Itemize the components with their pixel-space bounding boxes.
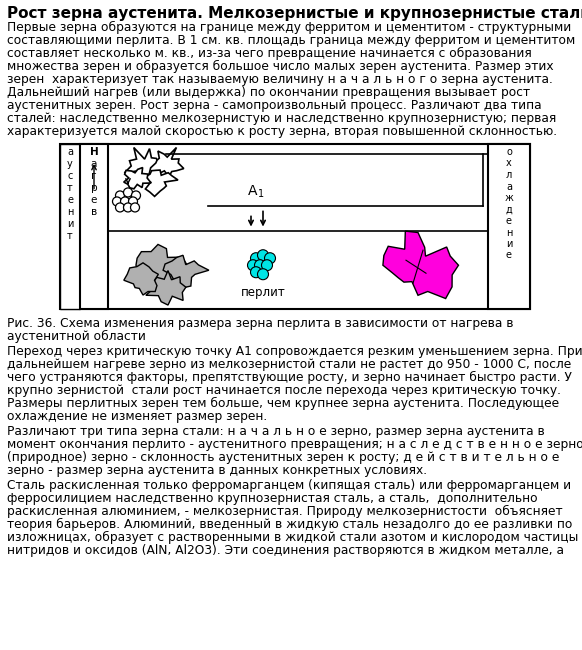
Text: зерно - размер зерна аустенита в данных конкретных условиях.: зерно - размер зерна аустенита в данных … [7, 464, 427, 477]
Text: Сталь раскисленная только ферромарганцем (кипящая сталь) или ферромарганцем и: Сталь раскисленная только ферромарганцем… [7, 479, 571, 492]
Polygon shape [149, 148, 184, 177]
Text: Первые зерна образуются на границе между ферритом и цементитом - структурными: Первые зерна образуются на границе между… [7, 21, 572, 34]
Text: Рост зерна аустенита. Мелкозернистые и крупнозернистые стали.: Рост зерна аустенита. Мелкозернистые и к… [7, 6, 582, 21]
Circle shape [257, 250, 268, 261]
Text: е: е [67, 195, 73, 205]
Circle shape [120, 197, 130, 206]
Text: Дальнейший нагрев (или выдержка) по окончании превращения вызывает рост: Дальнейший нагрев (или выдержка) по окон… [7, 86, 530, 99]
Text: Переход через критическую точку А1 сопровождается резким уменьшением зерна. При: Переход через критическую точку А1 сопро… [7, 345, 582, 358]
Text: раскисленная алюминием, - мелкозернистая. Природу мелкозернистости  объясняет: раскисленная алюминием, - мелкозернистая… [7, 505, 563, 518]
Text: Рис. 36. Схема изменения размера зерна перлита в зависимости от нагрева в: Рис. 36. Схема изменения размера зерна п… [7, 317, 513, 330]
Circle shape [132, 191, 140, 200]
Text: Размеры перлитных зерен тем больше, чем крупнее зерна аустенита. Последующее: Размеры перлитных зерен тем больше, чем … [7, 397, 559, 410]
Text: а: а [67, 147, 73, 157]
Text: е: е [506, 216, 512, 226]
Text: а: а [506, 181, 512, 192]
Text: г: г [91, 171, 97, 181]
Circle shape [254, 260, 265, 270]
Text: н: н [506, 227, 512, 237]
Text: составляет несколько м. кв., из-за чего превращение начинается с образования: составляет несколько м. кв., из-за чего … [7, 47, 532, 60]
Text: е: е [91, 195, 97, 205]
Text: 1: 1 [258, 189, 264, 200]
Text: момент окончания перлито - аустенитного превращения; н а с л е д с т в е н н о е: момент окончания перлито - аустенитного … [7, 438, 582, 451]
Circle shape [123, 188, 133, 197]
Circle shape [115, 191, 125, 200]
Text: перлит: перлит [240, 286, 285, 299]
Circle shape [264, 253, 275, 264]
Bar [488, 144, 530, 309]
Text: изложницах, образует с растворенными в жидкой стали азотом и кислородом частицы: изложницах, образует с растворенными в ж… [7, 531, 579, 544]
Text: н: н [67, 207, 73, 217]
Bar [60, 144, 530, 309]
Text: множества зерен и образуется большое число малых зерен аустенита. Размер этих: множества зерен и образуется большое чис… [7, 60, 553, 73]
Text: аустенитных зерен. Рост зерна - самопроизвольный процесс. Различают два типа: аустенитных зерен. Рост зерна - самопрои… [7, 99, 542, 112]
Text: т: т [67, 183, 73, 193]
Text: нитридов и оксидов (АlN, Аl2O3). Эти соединения растворяются в жидком металле, а: нитридов и оксидов (АlN, Аl2O3). Эти сое… [7, 544, 564, 557]
Text: и: и [506, 239, 512, 249]
Circle shape [123, 203, 133, 212]
Text: т: т [67, 231, 73, 241]
Circle shape [250, 266, 261, 278]
Text: чего устраняются факторы, препятствующие росту, и зерно начинает быстро расти. У: чего устраняются факторы, препятствующие… [7, 371, 572, 384]
Circle shape [261, 260, 272, 270]
Text: Различают три типа зерна стали: н а ч а л ь н о е зерно, размер зерна аустенита : Различают три типа зерна стали: н а ч а … [7, 425, 545, 438]
Circle shape [130, 203, 140, 212]
Text: с: с [68, 171, 73, 181]
Circle shape [129, 197, 137, 206]
Circle shape [257, 268, 268, 280]
Circle shape [115, 203, 125, 212]
Text: е: е [506, 250, 512, 261]
Bar [80, 144, 108, 309]
Bar [60, 144, 80, 309]
Polygon shape [124, 168, 151, 189]
Text: х: х [506, 159, 512, 168]
Text: и: и [67, 219, 73, 229]
Text: сталей: наследственно мелкозернистую и наследственно крупнозернистую; первая: сталей: наследственно мелкозернистую и н… [7, 112, 556, 125]
Text: Н: Н [90, 147, 98, 157]
Text: ферросилицием наследственно крупнозернистая сталь, а сталь,  дополнительно: ферросилицием наследственно крупнозернис… [7, 492, 538, 505]
Polygon shape [136, 244, 187, 287]
Text: характеризуется малой скоростью к росту зерна, вторая повышенной склонностью.: характеризуется малой скоростью к росту … [7, 125, 557, 138]
Polygon shape [383, 231, 459, 298]
Polygon shape [124, 263, 158, 295]
Polygon shape [125, 148, 170, 185]
Text: о: о [506, 147, 512, 157]
Text: д: д [506, 205, 512, 214]
Text: зерен  характеризует так называемую величину н а ч а л ь н о г о зерна аустенита: зерен характеризует так называемую велич… [7, 73, 553, 86]
Text: аустенитной области: аустенитной области [7, 330, 146, 343]
Text: охлаждение не изменяет размер зерен.: охлаждение не изменяет размер зерен. [7, 410, 267, 423]
Circle shape [250, 253, 261, 264]
Text: ж: ж [505, 193, 513, 203]
Polygon shape [146, 170, 178, 196]
Circle shape [247, 260, 258, 270]
Polygon shape [163, 255, 209, 288]
Text: А: А [248, 185, 257, 198]
Text: л: л [506, 170, 512, 180]
Circle shape [112, 197, 122, 206]
Text: крупно зернистой  стали рост начинается после перехода через критическую точку.: крупно зернистой стали рост начинается п… [7, 384, 561, 397]
Text: дальнейшем нагреве зерно из мелкозернистой стали не растет до 950 - 1000 С, посл: дальнейшем нагреве зерно из мелкозернист… [7, 358, 572, 371]
Text: в: в [91, 207, 97, 217]
Text: у: у [67, 159, 73, 169]
Text: а: а [91, 159, 97, 169]
Text: р: р [91, 183, 97, 193]
Text: (природное) зерно - склонность аустенитных зерен к росту; д е й с т в и т е л ь : (природное) зерно - склонность аустенитн… [7, 451, 559, 464]
Text: составляющими перлита. В 1 см. кв. площадь граница между ферритом и цементитом: составляющими перлита. В 1 см. кв. площа… [7, 34, 575, 47]
Polygon shape [146, 270, 186, 305]
Text: теория барьеров. Алюминий, введенный в жидкую сталь незадолго до ее разливки по: теория барьеров. Алюминий, введенный в ж… [7, 518, 572, 531]
